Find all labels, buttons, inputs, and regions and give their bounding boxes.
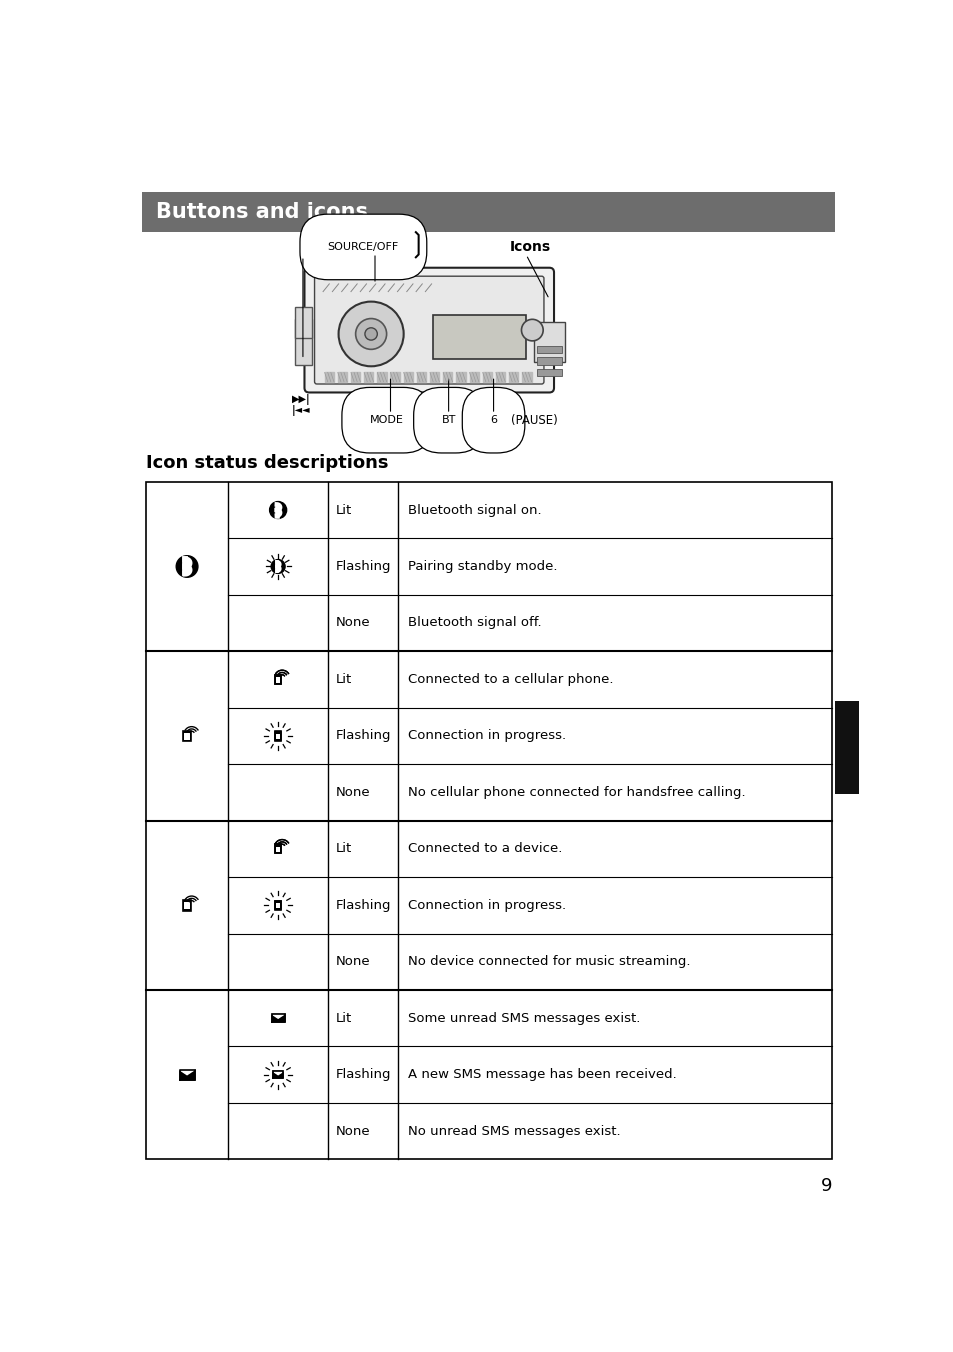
Text: ▶▶|: ▶▶| (292, 393, 311, 404)
Bar (275, 903, 280, 909)
Circle shape (355, 319, 386, 349)
Polygon shape (364, 372, 373, 381)
Polygon shape (324, 372, 334, 381)
Bar (275, 677, 280, 683)
Bar (294, 319, 312, 365)
Text: Lit: Lit (335, 842, 352, 856)
Text: Flashing: Flashing (335, 560, 392, 573)
Bar (275, 677, 280, 683)
Circle shape (365, 327, 377, 341)
Bar (183, 730, 191, 741)
Text: A new SMS message has been received.: A new SMS message has been received. (407, 1068, 676, 1082)
Bar (294, 307, 312, 338)
Bar (276, 903, 279, 907)
Bar (274, 675, 281, 684)
Bar (276, 734, 279, 738)
Bar (537, 346, 561, 353)
Polygon shape (521, 372, 531, 381)
Bar (275, 731, 280, 740)
Polygon shape (272, 1014, 284, 1018)
Polygon shape (179, 1069, 194, 1075)
Circle shape (271, 560, 285, 573)
Text: Connection in progress.: Connection in progress. (407, 729, 565, 742)
Text: Buttons and icons: Buttons and icons (156, 201, 368, 222)
Text: Lit: Lit (335, 673, 352, 685)
Bar (184, 733, 190, 740)
Text: (PAUSE): (PAUSE) (510, 414, 557, 427)
Circle shape (338, 301, 403, 366)
Bar (275, 734, 280, 740)
Text: Connected to a device.: Connected to a device. (407, 842, 561, 856)
Polygon shape (509, 372, 517, 381)
Text: None: None (335, 956, 371, 968)
Bar (272, 1014, 284, 1022)
Text: None: None (335, 1125, 371, 1137)
Polygon shape (482, 372, 492, 381)
Polygon shape (351, 372, 360, 381)
Text: 9: 9 (820, 1178, 831, 1195)
Bar (274, 900, 281, 910)
Polygon shape (377, 372, 386, 381)
Bar (275, 846, 280, 852)
Bar (433, 315, 525, 360)
Bar (146, 481, 831, 1160)
Circle shape (270, 502, 286, 519)
Circle shape (521, 319, 542, 341)
Polygon shape (469, 372, 478, 381)
Text: Flashing: Flashing (335, 1068, 392, 1082)
Bar (273, 1071, 283, 1078)
Bar (275, 846, 280, 852)
FancyBboxPatch shape (314, 276, 543, 384)
Text: Bluetooth signal on.: Bluetooth signal on. (407, 503, 540, 516)
Bar (183, 900, 191, 911)
Text: Connected to a cellular phone.: Connected to a cellular phone. (407, 673, 613, 685)
Circle shape (176, 556, 197, 577)
Polygon shape (273, 1071, 283, 1075)
Text: Pairing standby mode.: Pairing standby mode. (407, 560, 557, 573)
Polygon shape (443, 372, 452, 381)
Text: No unread SMS messages exist.: No unread SMS messages exist. (407, 1125, 619, 1137)
Text: None: None (335, 786, 371, 799)
Bar (534, 322, 564, 362)
Text: MODE: MODE (370, 415, 403, 425)
Polygon shape (337, 372, 347, 381)
Bar (179, 1069, 194, 1080)
Polygon shape (430, 372, 439, 381)
Text: SOURCE/OFF: SOURCE/OFF (328, 242, 398, 251)
Text: No device connected for music streaming.: No device connected for music streaming. (407, 956, 689, 968)
Text: 6: 6 (490, 415, 497, 425)
Bar (274, 731, 281, 741)
Bar (834, 702, 858, 794)
Text: BT: BT (441, 415, 456, 425)
Polygon shape (390, 372, 399, 381)
Text: Flashing: Flashing (335, 729, 392, 742)
Text: Bluetooth signal off.: Bluetooth signal off. (407, 617, 540, 630)
Text: |◄◄: |◄◄ (292, 406, 311, 416)
Bar (274, 675, 281, 684)
Text: None: None (335, 617, 371, 630)
Text: Lit: Lit (335, 503, 352, 516)
Bar (537, 369, 561, 376)
Bar (274, 844, 281, 853)
Bar (275, 902, 280, 909)
Bar (537, 357, 561, 365)
Polygon shape (456, 372, 465, 381)
Bar (142, 192, 834, 231)
Polygon shape (416, 372, 426, 381)
Text: Connection in progress.: Connection in progress. (407, 899, 565, 911)
Text: No cellular phone connected for handsfree calling.: No cellular phone connected for handsfre… (407, 786, 744, 799)
Polygon shape (496, 372, 505, 381)
Text: Flashing: Flashing (335, 899, 392, 911)
Polygon shape (403, 372, 413, 381)
FancyBboxPatch shape (304, 268, 554, 392)
Bar (184, 902, 190, 909)
Text: Icon status descriptions: Icon status descriptions (146, 453, 389, 472)
Text: Icons: Icons (509, 239, 550, 254)
Bar (274, 844, 281, 853)
Text: ❳: ❳ (406, 231, 429, 260)
Text: Lit: Lit (335, 1011, 352, 1025)
Text: Some unread SMS messages exist.: Some unread SMS messages exist. (407, 1011, 639, 1025)
